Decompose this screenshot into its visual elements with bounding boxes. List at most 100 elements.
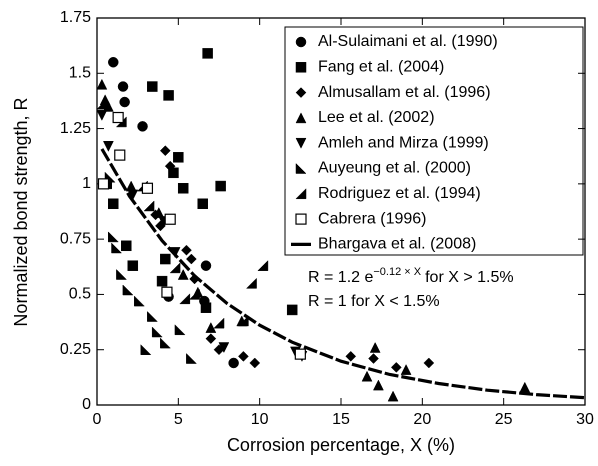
marker: [153, 207, 165, 218]
legend-text: Bhargava et al. (2008): [318, 236, 476, 253]
marker: [200, 302, 212, 313]
marker: [185, 253, 197, 265]
marker: [137, 121, 148, 132]
legend-text: Cabrera (1996): [318, 210, 427, 227]
marker: [200, 260, 212, 271]
marker: [108, 231, 119, 243]
marker: [108, 56, 119, 68]
y-tick-label: 1.5: [69, 65, 91, 82]
annotation: R = 1.2 e−0.12 × X for X > 1.5%: [308, 266, 514, 286]
marker: [245, 277, 257, 289]
marker: [373, 379, 384, 391]
marker: [400, 364, 412, 375]
marker: [286, 304, 298, 316]
y-tick-label: 0: [82, 396, 91, 413]
marker: [257, 260, 269, 271]
marker: [197, 198, 208, 210]
marker: [122, 284, 134, 296]
legend-marker: [295, 213, 307, 225]
marker: [164, 213, 176, 225]
legend-text: Almusallam et al. (1996): [318, 84, 491, 101]
x-tick-label: 0: [93, 411, 102, 428]
marker: [202, 48, 213, 59]
marker: [96, 110, 108, 121]
legend-marker: [295, 137, 307, 149]
marker: [102, 141, 114, 152]
marker: [215, 180, 226, 192]
x-tick-label: 5: [174, 411, 183, 428]
marker: [519, 381, 531, 393]
marker: [205, 322, 217, 333]
marker: [169, 262, 181, 274]
marker: [369, 341, 381, 353]
marker: [164, 160, 176, 172]
marker: [127, 260, 139, 271]
marker: [160, 253, 171, 265]
marker: [361, 370, 373, 382]
marker: [177, 183, 189, 194]
legend-text: Fang et al. (2004): [318, 59, 444, 76]
legend-text: Auyeung et al. (2000): [318, 160, 471, 177]
y-tick-label: 1: [82, 175, 91, 192]
marker: [161, 286, 173, 298]
legend-marker: [295, 188, 307, 200]
marker: [238, 350, 249, 362]
marker: [111, 242, 123, 254]
y-tick-label: 0.25: [60, 341, 91, 358]
marker: [117, 81, 129, 92]
annotation-part: R = 1 for X < 1.5%: [308, 293, 440, 310]
marker: [143, 200, 155, 212]
legend-text: Rodriguez et al. (1994): [318, 185, 481, 202]
marker: [119, 96, 130, 108]
y-tick-label: 1.75: [60, 9, 91, 26]
y-tick-label: 1.25: [60, 120, 91, 137]
marker: [294, 348, 306, 360]
marker: [228, 357, 239, 369]
marker: [159, 145, 171, 157]
marker: [205, 333, 217, 345]
marker: [387, 390, 399, 402]
marker: [125, 180, 137, 192]
marker: [186, 352, 197, 364]
marker: [188, 288, 200, 300]
y-tick-label: 0.5: [69, 286, 91, 303]
marker: [151, 326, 163, 338]
marker: [218, 342, 230, 354]
marker: [390, 362, 402, 373]
marker: [368, 353, 379, 364]
x-tick-label: 10: [251, 411, 269, 428]
marker: [249, 357, 261, 369]
marker: [141, 182, 154, 194]
fit-line: [100, 148, 586, 400]
y-axis-label: Normalized bond strength, R: [11, 97, 31, 326]
annotation: R = 1 for X < 1.5%: [308, 293, 440, 310]
annotation-part: −0.12 × X: [373, 266, 421, 278]
annotation-part: for X > 1.5%: [425, 269, 514, 286]
marker: [177, 268, 189, 280]
marker: [108, 198, 119, 210]
legend-box: [284, 26, 584, 256]
x-tick-label: 25: [495, 411, 513, 428]
legend-text: Al-Sulaimani et al. (1990): [318, 33, 498, 50]
marker: [112, 111, 124, 124]
marker: [97, 178, 110, 190]
marker: [181, 244, 192, 256]
marker: [96, 98, 108, 110]
marker: [121, 240, 132, 252]
legend-marker: [295, 87, 307, 98]
x-tick-label: 30: [576, 411, 594, 428]
x-axis-label: Corrosion percentage, X (%): [227, 435, 455, 455]
marker: [156, 275, 168, 287]
marker: [423, 357, 435, 369]
x-tick-label: 20: [413, 411, 431, 428]
legend-marker: [295, 162, 307, 174]
marker: [173, 152, 184, 163]
marker: [147, 81, 158, 92]
marker: [116, 268, 128, 280]
marker: [160, 337, 171, 349]
marker: [237, 315, 249, 327]
marker: [96, 78, 108, 90]
annotation-part: R = 1.2 e: [308, 269, 373, 286]
marker: [345, 350, 357, 362]
marker: [163, 90, 174, 101]
